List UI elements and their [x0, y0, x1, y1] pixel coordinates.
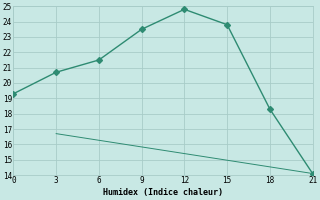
X-axis label: Humidex (Indice chaleur): Humidex (Indice chaleur) [103, 188, 223, 197]
